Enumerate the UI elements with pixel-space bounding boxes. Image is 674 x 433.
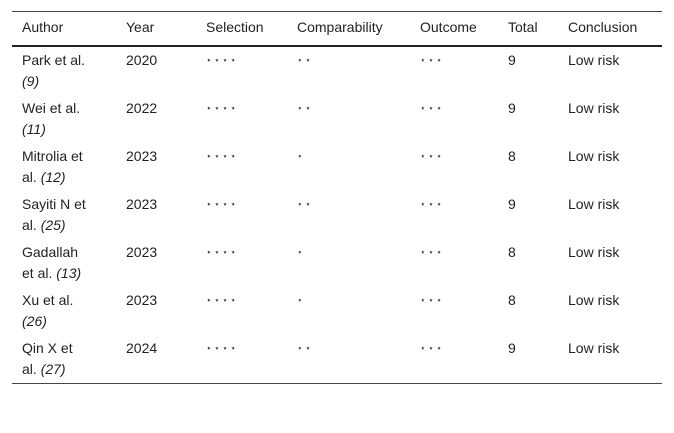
column-header: Year — [126, 19, 155, 35]
author-name: Xu et al. — [22, 292, 74, 308]
table-row: Gadallah et al. (13) 2023 ⋆ ⋆ ⋆ ⋆ ⋆ ⋆ ⋆ ⋆ 8 Lo… — [12, 239, 662, 287]
table-cell: 8 — [508, 148, 516, 164]
column-header: Author — [22, 19, 64, 35]
author-name: Gadallah et al. — [22, 244, 79, 281]
table-cell: 2024 — [126, 340, 158, 356]
table-cell: 9 — [508, 196, 516, 212]
column-header: Conclusion — [568, 19, 638, 35]
table-cell: 9 — [508, 100, 516, 116]
author-name: Wei et al. — [22, 100, 81, 116]
table-row: Qin X et al. (27) 2024 ⋆ ⋆ ⋆ ⋆ ⋆ ⋆ ⋆ ⋆ ⋆ 9 Low… — [12, 335, 662, 384]
author-cell: Qin X et al. (27) — [12, 335, 116, 384]
reference: (26) — [22, 313, 47, 329]
column-header: Total — [508, 19, 538, 35]
star-rating: ⋆ — [297, 247, 303, 257]
star-rating: ⋆ ⋆ — [297, 55, 311, 65]
star-rating: ⋆ ⋆ ⋆ — [420, 295, 442, 305]
star-rating: ⋆ ⋆ — [297, 343, 311, 353]
star-rating: ⋆ ⋆ ⋆ ⋆ — [206, 199, 237, 209]
star-rating: ⋆ ⋆ — [297, 103, 311, 113]
table-cell: 8 — [508, 244, 516, 260]
table: Author Year Selection Comparability Outcome T… — [12, 11, 662, 384]
author-cell: Wei et al. (11) — [12, 95, 116, 143]
table-cell: Low risk — [568, 196, 620, 212]
header-row: Author Year Selection Comparability Outcome T… — [12, 11, 662, 46]
table-header: Author Year Selection Comparability Outcome T… — [12, 11, 662, 46]
author-name: Park et al. — [22, 52, 86, 68]
table-cell: 2023 — [126, 148, 158, 164]
table-cell: 2022 — [126, 100, 158, 116]
author-cell: Sayiti N et al. (25) — [12, 191, 116, 239]
star-rating: ⋆ ⋆ ⋆ ⋆ — [206, 295, 237, 305]
table-cell: Low risk — [568, 100, 620, 116]
author-cell: Gadallah et al. (13) — [12, 239, 116, 287]
star-rating: ⋆ — [297, 151, 303, 161]
table-cell: 9 — [508, 340, 516, 356]
star-rating: ⋆ ⋆ ⋆ ⋆ — [206, 247, 237, 257]
star-rating: ⋆ ⋆ ⋆ — [420, 151, 442, 161]
author-name: Sayiti N et al. — [22, 196, 86, 233]
table-cell: 2023 — [126, 292, 158, 308]
table-cell: Low risk — [568, 292, 620, 308]
reference: (25) — [40, 217, 66, 233]
reference: (13) — [56, 265, 82, 281]
column-header: Outcome — [420, 19, 477, 35]
star-rating: ⋆ ⋆ ⋆ — [420, 103, 442, 113]
table-row: Mitrolia et al. (12) 2023 ⋆ ⋆ ⋆ ⋆ ⋆ ⋆ ⋆ ⋆ 8 Lo… — [12, 143, 662, 191]
table-row: Park et al. (9) 2020 ⋆ ⋆ ⋆ ⋆ ⋆ ⋆ ⋆ ⋆ ⋆ 9 Low r… — [12, 46, 662, 95]
table-row: Xu et al. (26) 2023 ⋆ ⋆ ⋆ ⋆ ⋆ ⋆ ⋆ ⋆ 8 Low risk — [12, 287, 662, 335]
author-cell: Mitrolia et al. (12) — [12, 143, 116, 191]
table-row: Sayiti N et al. (25) 2023 ⋆ ⋆ ⋆ ⋆ ⋆ ⋆ ⋆ ⋆ ⋆ 9… — [12, 191, 662, 239]
column-header: Comparability — [297, 19, 383, 35]
star-rating: ⋆ ⋆ ⋆ — [420, 55, 442, 65]
table-row: Wei et al. (11) 2022 ⋆ ⋆ ⋆ ⋆ ⋆ ⋆ ⋆ ⋆ ⋆ 9 Low r… — [12, 95, 662, 143]
star-rating: ⋆ ⋆ ⋆ ⋆ — [206, 55, 237, 65]
author-cell: Xu et al. (26) — [12, 287, 116, 335]
star-rating: ⋆ ⋆ ⋆ — [420, 247, 442, 257]
author-cell: Park et al. (9) — [12, 46, 116, 95]
star-rating: ⋆ ⋆ — [297, 199, 311, 209]
star-rating: ⋆ ⋆ ⋆ — [420, 199, 442, 209]
table-cell: 9 — [508, 52, 516, 68]
column-header: Selection — [206, 19, 264, 35]
star-rating: ⋆ ⋆ ⋆ — [420, 343, 442, 353]
star-rating: ⋆ ⋆ ⋆ ⋆ — [206, 103, 237, 113]
table-cell: 2023 — [126, 244, 158, 260]
reference: (11) — [22, 121, 46, 137]
author-name: Mitrolia et al. — [22, 148, 83, 185]
table-cell: 2020 — [126, 52, 158, 68]
star-rating: ⋆ ⋆ ⋆ ⋆ — [206, 151, 237, 161]
table-cell: Low risk — [568, 52, 620, 68]
star-rating: ⋆ — [297, 295, 303, 305]
author-name: Qin X et al. — [22, 340, 73, 377]
table-cell: Low risk — [568, 244, 620, 260]
table-cell: 8 — [508, 292, 516, 308]
reference: (27) — [40, 361, 66, 377]
table-cell: Low risk — [568, 340, 620, 356]
table-cell: Low risk — [568, 148, 620, 164]
reference: (12) — [40, 169, 66, 185]
table-cell: 2023 — [126, 196, 158, 212]
star-rating: ⋆ ⋆ ⋆ ⋆ — [206, 343, 237, 353]
reference: (9) — [22, 73, 40, 89]
table-body: Park et al. (9) 2020 ⋆ ⋆ ⋆ ⋆ ⋆ ⋆ ⋆ ⋆ ⋆ 9 Low r… — [12, 46, 662, 384]
